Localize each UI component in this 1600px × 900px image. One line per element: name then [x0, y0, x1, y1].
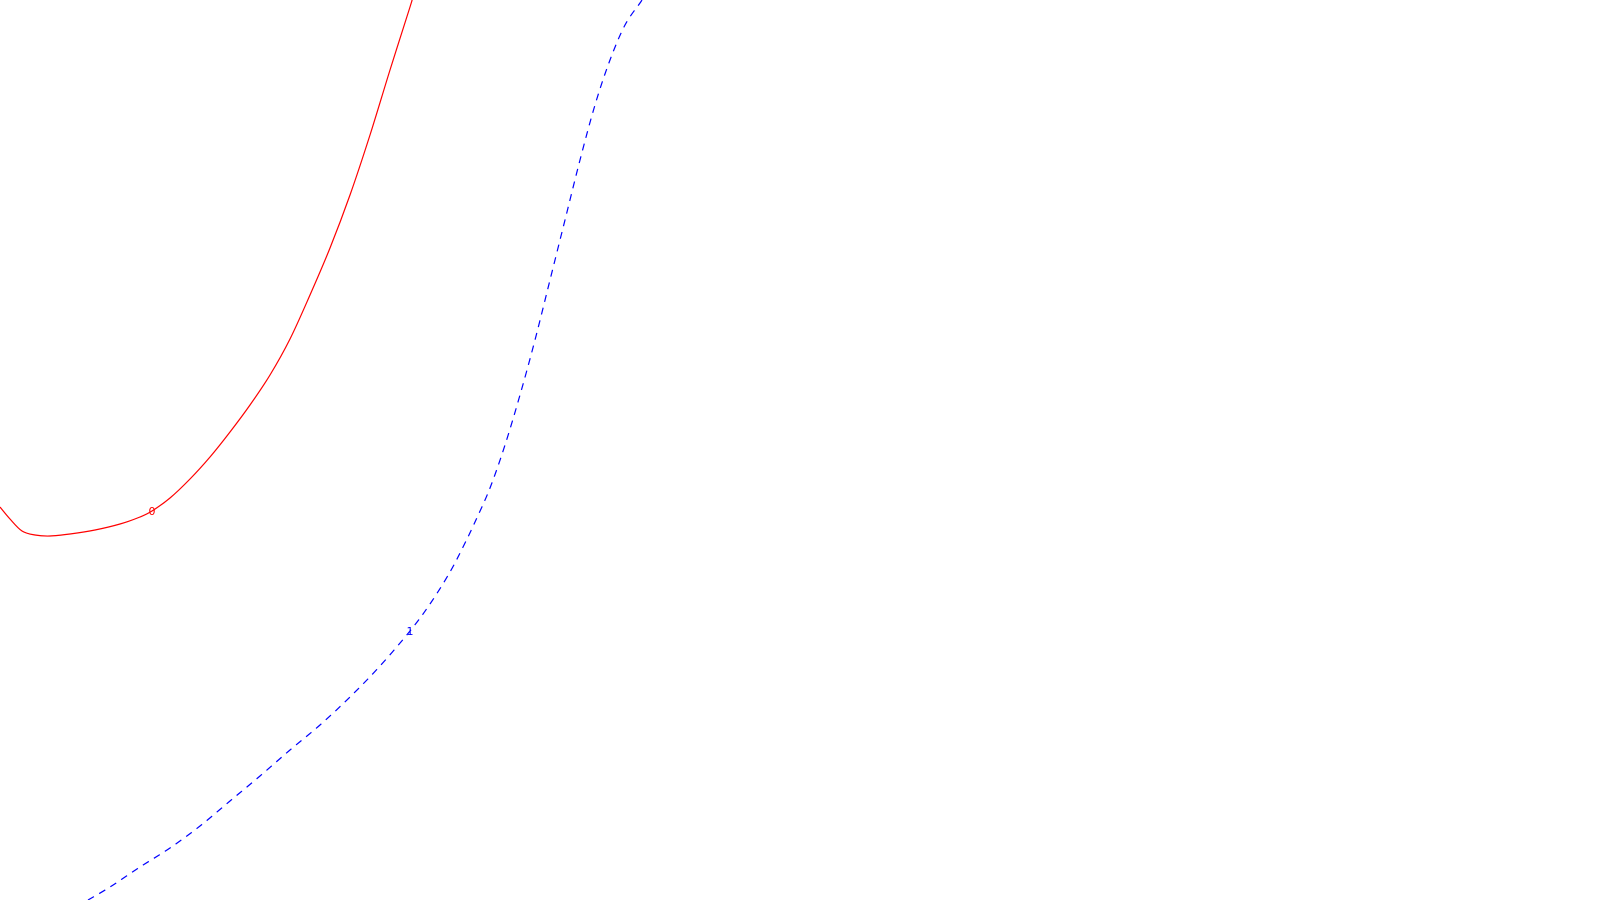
contour-line-level-1 — [87, 0, 643, 900]
contour-line-level-0 — [0, 0, 413, 537]
series-layer — [0, 0, 643, 900]
label-layer: 01 — [149, 505, 414, 638]
contour-label-level-0: 0 — [149, 505, 156, 518]
contour-label-level-1: 1 — [407, 625, 414, 638]
